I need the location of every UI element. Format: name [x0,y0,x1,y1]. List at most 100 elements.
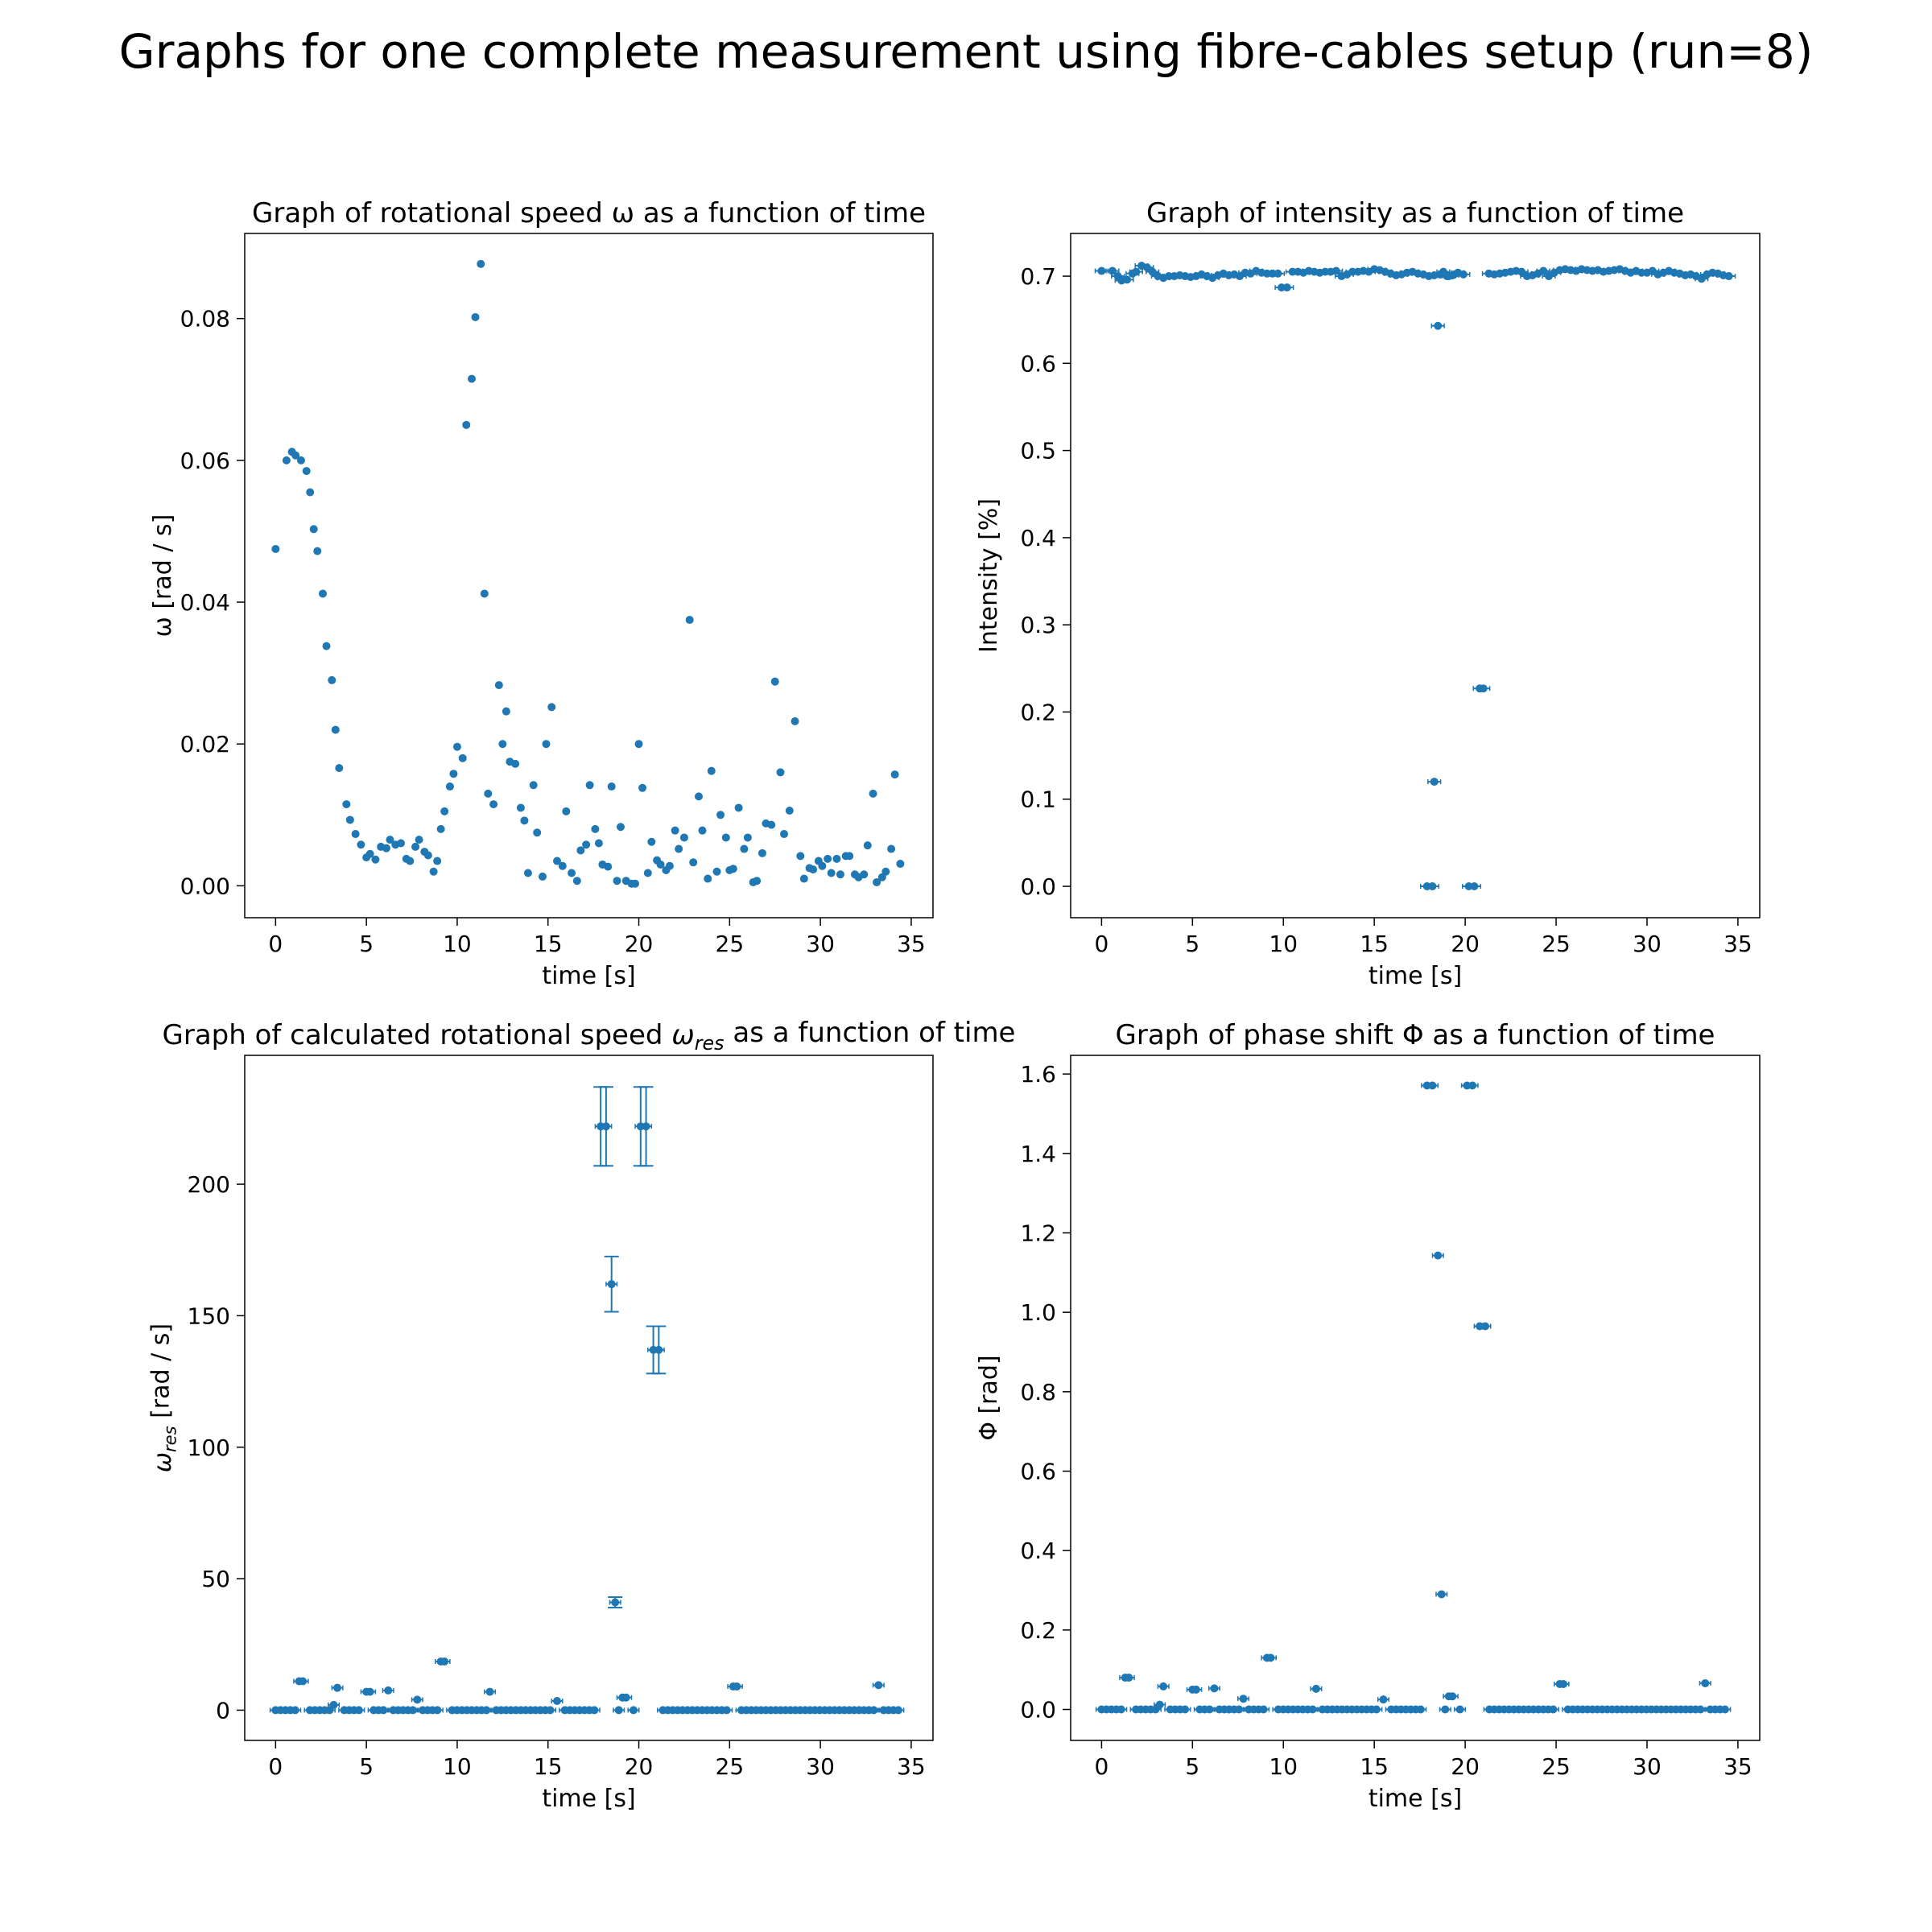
data-point [485,1687,494,1696]
y-tick-label: 100 [188,1435,230,1461]
subplot-title: Graph of phase shift Φ as a function of … [1116,1019,1715,1051]
x-tick-label: 10 [1269,931,1298,957]
y-tick-label: 1.2 [1020,1220,1056,1247]
data-point [1311,1684,1320,1693]
data-point [445,782,454,791]
data-point [824,854,832,863]
data-point [654,1345,663,1354]
x-tick-label: 10 [443,1753,472,1780]
figure-title: Graphs for one complete measurement usin… [118,24,1814,79]
y-tick-label: 0.7 [1020,263,1056,290]
x-tick-label: 35 [1724,931,1752,957]
data-point [1439,267,1448,276]
data-point [449,770,458,778]
data-point [345,815,354,824]
data-point [873,877,881,886]
subplot-phase: 0 5 10 15 20 25 30 35 0.0 0.2 0.4 0.6 0.8 1.0 1.2 1.4 1.… [975,1019,1761,1813]
data-point [572,877,581,886]
y-tick-label: 0 [216,1697,230,1724]
x-tick-label: 10 [443,931,472,957]
data-point [1696,1705,1705,1714]
data-point [1468,1081,1477,1090]
data-point [562,807,571,815]
x-tick-label: 5 [1185,1753,1199,1780]
data-point [415,836,423,844]
x-tick-label: 25 [1542,931,1571,957]
data-point [423,851,432,860]
x-tick-label: 30 [1633,1753,1662,1780]
x-tick-label: 0 [268,931,283,957]
data-point [484,789,493,798]
data-point [836,870,844,879]
data-point [780,830,789,839]
data-point [594,839,603,848]
data-point [1379,1695,1388,1704]
data-point [1235,1705,1244,1714]
plot-frame [1070,1055,1761,1741]
data-point [413,1695,422,1704]
data-point [694,792,703,801]
data-point [590,1706,599,1715]
data-point [1559,1679,1568,1688]
data-point [1117,1705,1125,1714]
data-point [770,677,779,686]
data-point [576,846,585,855]
data-point [467,374,476,383]
data-point [568,869,576,877]
data-point [863,841,872,850]
data-point [558,861,567,870]
data-point [511,759,520,768]
data-point [462,420,471,429]
data-point [329,1700,338,1709]
data-point [698,826,707,835]
data-point [471,312,480,321]
data-point [722,1706,731,1715]
data-point [1308,1705,1317,1714]
data-point [776,768,785,777]
plot-frame [244,233,934,919]
x-tick-label: 5 [359,931,374,957]
data-point [734,803,743,812]
x-tick-label: 15 [1360,931,1389,957]
data-point [887,844,896,853]
data-point [335,764,344,773]
data-point [607,782,616,791]
data-point [613,877,621,886]
y-tick-label: 0.04 [180,589,230,616]
data-point [707,766,716,775]
data-point [382,844,390,852]
y-tick-label: 0.4 [1020,1538,1056,1564]
x-tick-label: 15 [1360,1753,1389,1780]
data-point [494,681,503,690]
data-point [585,781,594,790]
data-point [458,753,467,762]
y-tick-label: 0.8 [1020,1379,1056,1406]
data-point [611,1598,620,1607]
data-point [799,874,808,883]
data-point [538,872,547,881]
data-point [1437,1590,1446,1599]
data-point [638,783,647,792]
data-point [371,855,380,864]
data-point [1108,266,1117,275]
data-point [1416,1705,1425,1714]
subplot-title: Graph of intensity as a function of time [1146,197,1684,229]
data-point [365,1687,374,1696]
y-tick-label: 0.00 [180,873,230,899]
data-point [1239,1695,1248,1703]
data-point [712,867,721,876]
data-point [689,858,698,867]
data-point [516,803,525,812]
data-point [869,1706,878,1715]
data-point [1539,266,1548,275]
data-point [553,1696,562,1705]
x-tick-label: 20 [1451,1753,1480,1780]
y-tick-label: 1.4 [1020,1141,1056,1167]
x-axis-label: time [s] [542,1785,635,1813]
y-tick-label: 50 [201,1566,230,1592]
data-point [665,861,674,870]
data-point [313,547,322,555]
data-point [1259,1705,1268,1714]
x-tick-label: 20 [625,931,654,957]
data-point [1274,269,1282,278]
